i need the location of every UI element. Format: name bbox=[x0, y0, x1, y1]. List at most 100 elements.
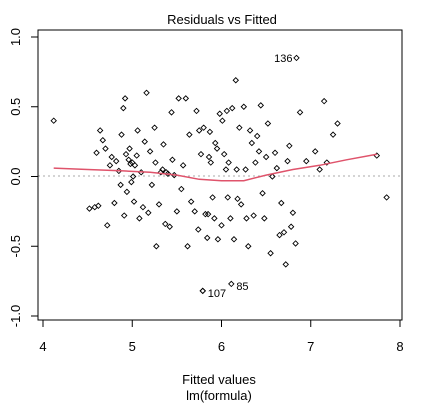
data-point bbox=[162, 220, 169, 228]
data-point bbox=[219, 117, 226, 124]
data-point bbox=[99, 136, 107, 144]
data-point bbox=[250, 212, 257, 219]
data-point bbox=[117, 181, 124, 189]
data-point bbox=[233, 166, 240, 173]
data-point bbox=[123, 188, 131, 196]
data-point bbox=[125, 156, 132, 163]
data-point bbox=[121, 95, 129, 102]
data-point bbox=[129, 173, 137, 180]
data-point bbox=[276, 231, 283, 239]
data-point bbox=[159, 166, 166, 173]
data-point bbox=[122, 150, 130, 158]
data-point bbox=[202, 210, 209, 218]
data-point bbox=[214, 236, 222, 243]
data-point bbox=[128, 178, 135, 186]
data-point bbox=[273, 164, 281, 172]
data-point bbox=[264, 120, 272, 127]
data-point bbox=[224, 194, 231, 201]
data-point bbox=[151, 124, 158, 131]
data-point bbox=[50, 117, 57, 124]
data-point bbox=[205, 153, 213, 161]
data-point bbox=[242, 166, 249, 173]
data-point bbox=[179, 162, 187, 169]
data-point bbox=[225, 159, 232, 166]
data-point bbox=[243, 215, 250, 222]
data-point bbox=[257, 102, 265, 109]
data-point bbox=[145, 209, 152, 217]
data-point bbox=[126, 145, 133, 152]
data-point bbox=[160, 141, 167, 148]
data-point bbox=[148, 181, 156, 189]
data-point bbox=[212, 139, 219, 147]
data-point bbox=[95, 202, 102, 210]
point-label: 107 bbox=[208, 288, 226, 300]
data-point bbox=[93, 149, 100, 157]
data-point bbox=[134, 127, 141, 134]
point-label: 85 bbox=[236, 281, 248, 293]
data-point bbox=[296, 109, 304, 116]
data-point bbox=[245, 243, 252, 250]
data-point bbox=[303, 157, 310, 165]
data-point bbox=[199, 287, 206, 295]
data-point bbox=[289, 209, 297, 217]
data-points bbox=[50, 54, 390, 295]
data-point bbox=[286, 142, 293, 150]
smooth-trend-line bbox=[53, 153, 377, 182]
data-point bbox=[195, 127, 203, 134]
data-point bbox=[271, 149, 279, 157]
data-point bbox=[278, 199, 285, 207]
data-point bbox=[282, 261, 289, 268]
y-tick-label: 0.5 bbox=[8, 98, 23, 116]
data-point bbox=[146, 148, 154, 155]
data-point bbox=[252, 159, 259, 166]
data-point bbox=[169, 156, 176, 163]
data-point bbox=[267, 249, 274, 257]
data-point bbox=[182, 95, 190, 102]
data-point bbox=[240, 103, 248, 110]
data-point bbox=[133, 152, 140, 159]
data-point bbox=[255, 148, 263, 155]
data-point bbox=[197, 150, 205, 158]
data-point bbox=[104, 222, 111, 229]
data-point bbox=[329, 131, 337, 138]
data-point bbox=[220, 150, 228, 158]
data-point bbox=[131, 162, 139, 169]
data-point bbox=[86, 205, 93, 212]
chart-subtitle: lm(formula) bbox=[186, 388, 252, 403]
data-point bbox=[383, 194, 390, 201]
point-label: 136 bbox=[274, 53, 292, 65]
data-point bbox=[284, 157, 291, 165]
data-point bbox=[248, 139, 256, 147]
data-point bbox=[204, 210, 212, 218]
data-point bbox=[184, 243, 191, 250]
x-tick-label: 7 bbox=[307, 339, 314, 354]
data-point bbox=[191, 208, 198, 215]
y-axis: -1.0 -0.5 0.0 0.5 1.0 bbox=[8, 28, 39, 327]
data-point bbox=[206, 128, 214, 136]
data-point bbox=[130, 198, 138, 205]
x-axis-label: Fitted values bbox=[182, 372, 256, 387]
data-point bbox=[253, 132, 261, 140]
data-point bbox=[236, 124, 243, 131]
x-tick-label: 4 bbox=[39, 339, 46, 354]
data-point bbox=[141, 138, 148, 145]
x-tick-label: 6 bbox=[218, 339, 225, 354]
data-point bbox=[334, 120, 341, 127]
data-point bbox=[227, 215, 234, 222]
point-labels: 136 107 85 bbox=[208, 53, 293, 300]
data-point bbox=[228, 104, 236, 112]
data-point bbox=[199, 287, 206, 295]
data-point bbox=[106, 162, 114, 169]
data-point bbox=[207, 159, 215, 166]
data-point bbox=[211, 215, 218, 222]
data-point bbox=[262, 153, 270, 161]
data-point bbox=[280, 229, 288, 236]
data-point bbox=[216, 110, 223, 117]
data-point bbox=[166, 223, 173, 230]
data-point bbox=[203, 234, 211, 242]
data-point bbox=[118, 131, 125, 138]
data-point bbox=[311, 148, 319, 155]
data-point bbox=[168, 109, 175, 116]
data-point bbox=[246, 127, 254, 134]
